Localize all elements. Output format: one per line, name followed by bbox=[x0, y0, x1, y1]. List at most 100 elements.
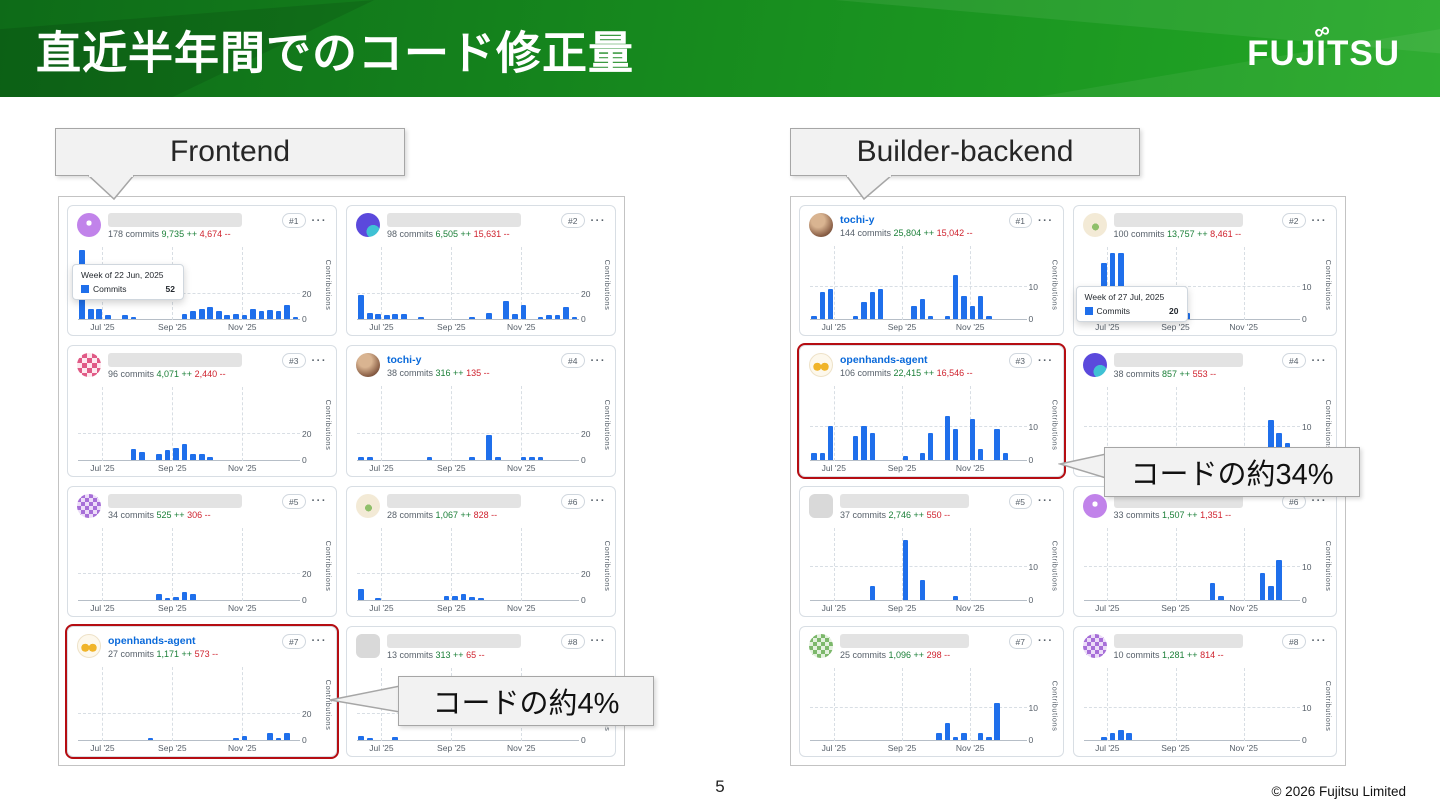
commit-bar[interactable] bbox=[944, 723, 951, 740]
commit-bar[interactable] bbox=[1218, 596, 1224, 600]
contributor-name[interactable]: openhands-agent bbox=[108, 634, 196, 647]
commit-bar[interactable] bbox=[469, 317, 475, 320]
avatar[interactable] bbox=[77, 213, 101, 237]
commit-bar[interactable] bbox=[952, 429, 959, 460]
kebab-menu-icon[interactable]: ··· bbox=[1311, 495, 1327, 507]
commit-bar[interactable] bbox=[147, 737, 154, 740]
kebab-menu-icon[interactable]: ··· bbox=[590, 214, 606, 227]
commit-bar[interactable] bbox=[366, 737, 373, 740]
contributor-name[interactable]: openhands-agent bbox=[840, 354, 928, 367]
commit-bar[interactable] bbox=[250, 308, 256, 320]
commit-bar[interactable] bbox=[1002, 452, 1009, 460]
commit-bar[interactable] bbox=[267, 309, 273, 320]
kebab-menu-icon[interactable]: ··· bbox=[1311, 214, 1327, 227]
commit-bar[interactable] bbox=[554, 315, 561, 320]
commit-bar[interactable] bbox=[977, 733, 984, 740]
commit-bar[interactable] bbox=[241, 315, 248, 320]
commit-bar[interactable] bbox=[512, 313, 518, 320]
commit-bar[interactable] bbox=[401, 313, 407, 320]
commit-bar[interactable] bbox=[1267, 586, 1274, 600]
commit-bar[interactable] bbox=[418, 316, 424, 320]
commit-bar[interactable] bbox=[944, 315, 951, 320]
commit-bar[interactable] bbox=[827, 425, 834, 460]
commit-bar[interactable] bbox=[927, 432, 934, 460]
commit-bar[interactable] bbox=[443, 595, 450, 600]
kebab-menu-icon[interactable]: ··· bbox=[1311, 354, 1327, 367]
commit-bar[interactable] bbox=[190, 594, 196, 600]
commit-bar[interactable] bbox=[366, 312, 373, 320]
commit-bar[interactable] bbox=[392, 737, 399, 740]
commit-bar[interactable] bbox=[936, 733, 942, 740]
commit-bar[interactable] bbox=[233, 737, 239, 740]
commit-bar[interactable] bbox=[477, 597, 484, 600]
commit-bar[interactable] bbox=[969, 305, 976, 320]
commit-bar[interactable] bbox=[494, 456, 501, 460]
commit-bar[interactable] bbox=[233, 313, 239, 320]
kebab-menu-icon[interactable]: ··· bbox=[311, 214, 327, 227]
commit-bar[interactable] bbox=[1109, 252, 1116, 320]
kebab-menu-icon[interactable]: ··· bbox=[590, 495, 606, 507]
commit-bar[interactable] bbox=[122, 315, 128, 320]
avatar[interactable] bbox=[1082, 353, 1107, 378]
commit-bar[interactable] bbox=[198, 454, 205, 460]
commit-bar[interactable] bbox=[358, 736, 364, 740]
commit-bar[interactable] bbox=[1118, 730, 1124, 740]
commit-bar[interactable] bbox=[919, 299, 926, 320]
commit-bar[interactable] bbox=[811, 315, 817, 320]
kebab-menu-icon[interactable]: ··· bbox=[1311, 635, 1327, 648]
kebab-menu-icon[interactable]: ··· bbox=[311, 354, 327, 367]
commit-bar[interactable] bbox=[1259, 573, 1266, 600]
commit-bar[interactable] bbox=[520, 457, 527, 460]
commit-bar[interactable] bbox=[1118, 252, 1124, 320]
commit-bar[interactable] bbox=[1209, 583, 1216, 600]
commit-bar[interactable] bbox=[173, 597, 179, 600]
commit-bar[interactable] bbox=[207, 457, 214, 460]
commit-bar[interactable] bbox=[164, 450, 171, 460]
commit-bar[interactable] bbox=[869, 586, 876, 600]
commit-bar[interactable] bbox=[190, 454, 196, 460]
commit-bar[interactable] bbox=[215, 311, 222, 320]
commit-bar[interactable] bbox=[919, 452, 926, 460]
commit-bar[interactable] bbox=[87, 308, 94, 320]
commit-bar[interactable] bbox=[358, 456, 364, 460]
commit-bar[interactable] bbox=[181, 591, 188, 600]
avatar[interactable] bbox=[77, 493, 101, 518]
avatar[interactable] bbox=[77, 633, 101, 658]
commit-bar[interactable] bbox=[852, 435, 859, 460]
commit-bar[interactable] bbox=[529, 457, 535, 460]
kebab-menu-icon[interactable]: ··· bbox=[1038, 214, 1054, 227]
commit-bar[interactable] bbox=[181, 443, 188, 460]
kebab-menu-icon[interactable]: ··· bbox=[1038, 354, 1054, 367]
commit-bar[interactable] bbox=[383, 315, 390, 320]
avatar[interactable] bbox=[809, 633, 833, 658]
avatar[interactable] bbox=[77, 353, 101, 378]
commit-bar[interactable] bbox=[130, 317, 137, 320]
commit-bar[interactable] bbox=[1267, 419, 1274, 460]
commit-bar[interactable] bbox=[469, 597, 475, 600]
commit-bar[interactable] bbox=[375, 597, 382, 600]
commit-bar[interactable] bbox=[1276, 432, 1282, 460]
commit-bar[interactable] bbox=[469, 457, 475, 460]
commit-bar[interactable] bbox=[1276, 559, 1282, 600]
kebab-menu-icon[interactable]: ··· bbox=[590, 635, 606, 648]
commit-bar[interactable] bbox=[173, 447, 179, 460]
commit-bar[interactable] bbox=[486, 312, 493, 320]
commit-bar[interactable] bbox=[104, 315, 111, 320]
commit-bar[interactable] bbox=[986, 736, 992, 740]
commit-bar[interactable] bbox=[207, 307, 214, 320]
commit-bar[interactable] bbox=[819, 292, 826, 320]
commit-bar[interactable] bbox=[537, 316, 544, 320]
commit-bar[interactable] bbox=[852, 315, 859, 320]
commit-bar[interactable] bbox=[292, 316, 299, 320]
commit-bar[interactable] bbox=[96, 308, 103, 320]
kebab-menu-icon[interactable]: ··· bbox=[311, 495, 327, 507]
commit-bar[interactable] bbox=[181, 313, 188, 320]
commit-bar[interactable] bbox=[164, 597, 171, 600]
commit-bar[interactable] bbox=[156, 454, 162, 460]
kebab-menu-icon[interactable]: ··· bbox=[1038, 495, 1054, 507]
commit-bar[interactable] bbox=[827, 288, 834, 320]
commit-bar[interactable] bbox=[902, 456, 909, 460]
commit-bar[interactable] bbox=[977, 295, 984, 320]
commit-bar[interactable] bbox=[358, 589, 364, 600]
contributor-name[interactable]: tochi-y bbox=[840, 214, 875, 226]
